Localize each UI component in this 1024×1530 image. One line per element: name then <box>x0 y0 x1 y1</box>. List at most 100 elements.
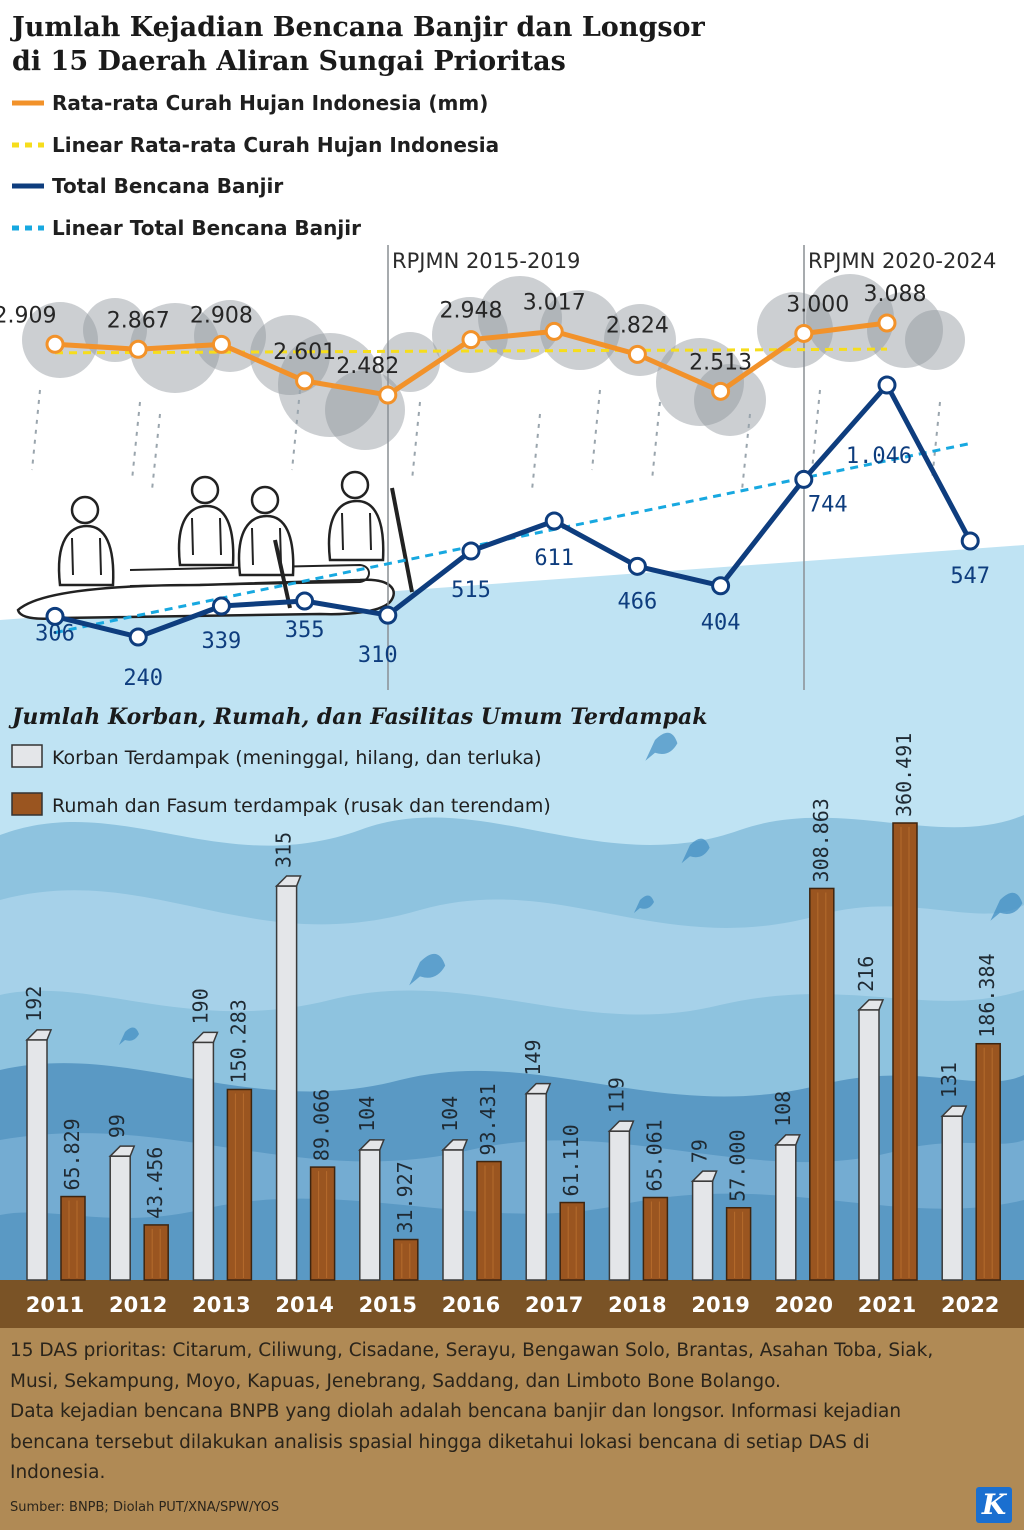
victims-bar <box>857 999 885 1281</box>
x-tick-label: 2015 <box>359 1293 417 1317</box>
flood-point <box>877 375 897 395</box>
footnote-line: Data kejadian bencana BNPB yang diolah a… <box>10 1401 902 1422</box>
houses-data-label: 43.456 <box>143 1147 167 1219</box>
victims-data-label: 79 <box>688 1139 712 1163</box>
rain-icon <box>31 389 41 471</box>
houses-data-label: 150.283 <box>226 999 250 1083</box>
houses-bar <box>143 1224 169 1281</box>
rain-icon <box>411 401 421 481</box>
rain-data-label: 3.088 <box>864 282 927 307</box>
cloud-icon <box>905 310 965 370</box>
title-line-2: di 15 Daerah Aliran Sungai Prioritas <box>12 46 566 77</box>
flood-data-label: 515 <box>451 578 491 603</box>
x-tick-label: 2018 <box>608 1293 666 1317</box>
flood-point <box>960 531 980 551</box>
houses-bar <box>309 1166 336 1281</box>
legend: Rata-rata Curah Hujan Indonesia (mm) Line… <box>11 91 551 817</box>
period-label: RPJMN 2015-2019 <box>392 249 580 273</box>
flood-point <box>544 511 564 531</box>
houses-data-label: 186.384 <box>975 953 999 1037</box>
flood-data-label: 611 <box>534 546 574 571</box>
rain-point <box>877 313 897 333</box>
x-tick-label: 2020 <box>775 1293 833 1317</box>
houses-data-label: 308.863 <box>809 798 833 882</box>
x-tick-label: 2022 <box>941 1293 999 1317</box>
flood-data-label: 547 <box>950 564 990 589</box>
footnote-line: 15 DAS prioritas: Citarum, Ciliwung, Cis… <box>10 1340 934 1361</box>
legend-label: Rumah dan Fasum terdampak (rusak dan ter… <box>52 795 551 817</box>
source-note: Sumber: BNPB; Diolah PUT/XNA/SPW/YOS <box>10 1500 280 1515</box>
x-tick-label: 2014 <box>275 1293 333 1317</box>
houses-data-label: 61.110 <box>559 1124 583 1196</box>
victims-bar <box>524 1082 552 1281</box>
line-chart: RPJMN 2015-2019 RPJMN 2020-2024 2.909 2.867… <box>0 245 996 691</box>
cloud-icon <box>380 332 440 392</box>
x-tick-label: 2021 <box>858 1293 916 1317</box>
flood-point <box>794 469 814 489</box>
rain-data-label: 2.482 <box>336 354 399 379</box>
rain-point <box>211 334 231 354</box>
rain-point <box>794 323 814 343</box>
flood-data-label: 744 <box>808 492 848 517</box>
houses-bar <box>476 1160 502 1281</box>
paddle <box>273 539 292 609</box>
rain-icon <box>811 389 821 471</box>
rain-point <box>627 344 647 364</box>
houses-bar <box>226 1088 253 1281</box>
rain-icon <box>131 401 141 481</box>
fish-icon <box>681 838 710 864</box>
victims-data-label: 192 <box>22 986 46 1022</box>
rain-trend-line <box>54 347 888 355</box>
rain-data-label: 2.909 <box>0 303 56 328</box>
victims-bar <box>108 1145 136 1281</box>
footnote-line: Indonesia. <box>10 1462 106 1483</box>
flood-point <box>295 591 315 611</box>
rain-point <box>378 385 398 405</box>
rain-point <box>295 371 315 391</box>
x-tick-label: 2012 <box>109 1293 167 1317</box>
fish-icon <box>409 953 446 986</box>
victims-data-label: 216 <box>854 956 878 992</box>
houses-bar <box>725 1206 752 1281</box>
houses-data-label: 93.431 <box>476 1083 500 1155</box>
victims-data-label: 315 <box>272 832 296 868</box>
rain-icon <box>741 413 751 491</box>
background-layer <box>0 545 1024 1328</box>
houses-data-label: 65.061 <box>642 1119 666 1191</box>
rescuer-icon <box>237 485 295 577</box>
rain-data-label: 2.867 <box>107 308 170 333</box>
x-tick-label: 2016 <box>442 1293 500 1317</box>
flood-point <box>378 605 398 625</box>
victims-data-label: 119 <box>604 1077 628 1113</box>
rain-icon <box>931 401 941 481</box>
rain-data-label: 2.824 <box>606 313 669 338</box>
rain-point <box>544 321 564 341</box>
victims-data-label: 108 <box>771 1091 795 1127</box>
paddle <box>390 487 414 593</box>
victims-data-label: 99 <box>105 1114 129 1138</box>
flood-point <box>128 627 148 647</box>
kompas-logo: K <box>976 1487 1012 1523</box>
rain-data-label: 2.948 <box>440 299 503 324</box>
rain-data-label: 2.513 <box>689 350 752 375</box>
footnote-line: Musi, Sekampung, Moyo, Kapuas, Jenebrang… <box>10 1370 781 1392</box>
houses-bar <box>559 1201 585 1281</box>
rain-icon <box>531 413 541 491</box>
victims-data-label: 131 <box>937 1062 961 1098</box>
houses-bar <box>975 1042 1001 1281</box>
cloud-icon <box>806 274 894 362</box>
period-label: RPJMN 2020-2024 <box>808 249 996 273</box>
flood-point <box>211 596 231 616</box>
legend-swatch <box>11 744 43 768</box>
rain-icon <box>291 389 301 471</box>
houses-bar <box>809 887 835 1281</box>
houses-data-label: 31.927 <box>393 1161 417 1233</box>
victims-data-label: 149 <box>521 1040 545 1076</box>
legend-swatch <box>11 792 43 816</box>
rescue-boat-illustration <box>16 470 414 620</box>
victims-bar <box>25 1029 53 1281</box>
rain-data-label: 2.908 <box>190 303 253 328</box>
flood-data-label: 466 <box>618 589 658 614</box>
victims-bar <box>607 1120 635 1281</box>
flood-data-label: 310 <box>358 643 398 668</box>
